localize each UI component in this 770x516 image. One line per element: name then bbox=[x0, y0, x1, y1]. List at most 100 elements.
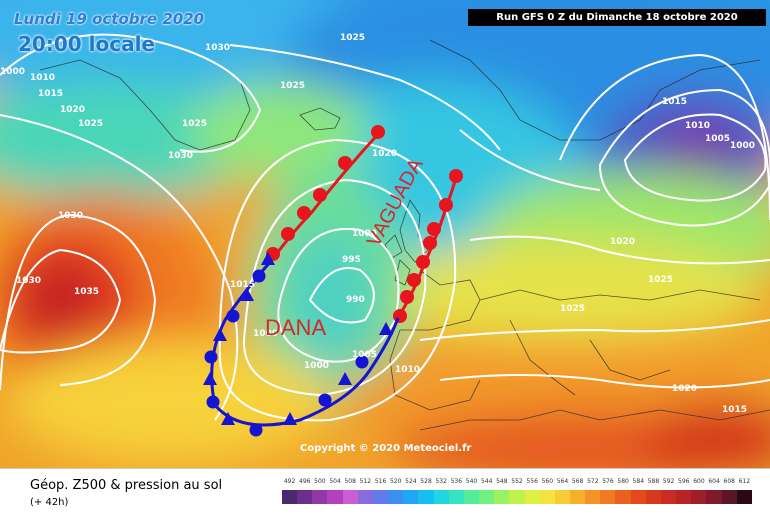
scale-tick-label: 588 bbox=[647, 478, 660, 485]
pressure-label: 990 bbox=[346, 295, 365, 305]
scale-swatch bbox=[388, 490, 404, 504]
scale-tick-label: 568 bbox=[571, 478, 584, 485]
pressure-label: 1005 bbox=[705, 134, 730, 144]
cold-front-marker bbox=[249, 423, 263, 437]
warm-front-semicircle bbox=[371, 125, 385, 139]
cold-front-marker bbox=[355, 355, 369, 369]
copyright-label: Copyright © 2020 Meteociel.fr bbox=[300, 443, 472, 454]
scale-swatch bbox=[691, 490, 707, 504]
warm-front-semicircle bbox=[400, 290, 414, 304]
scale-tick-label: 524 bbox=[405, 478, 417, 485]
legend-title: Géop. Z500 & pression au sol bbox=[30, 478, 223, 493]
scale-tick-label: 492 bbox=[283, 478, 296, 485]
scale-swatch bbox=[403, 490, 419, 504]
warm-front-semicircle bbox=[407, 273, 421, 287]
scale-swatch bbox=[418, 490, 434, 504]
cold-front-marker bbox=[213, 328, 227, 341]
pressure-label: 1025 bbox=[182, 119, 207, 129]
pressure-label: 1015 bbox=[230, 280, 255, 290]
scale-tick-label: 528 bbox=[420, 478, 432, 485]
pressure-label: 1005 bbox=[352, 350, 377, 360]
scale-swatch bbox=[585, 490, 601, 504]
cold-front-marker bbox=[252, 269, 266, 283]
scale-swatch bbox=[509, 490, 525, 504]
scale-swatch bbox=[357, 490, 373, 504]
legend-subtitle: (+ 42h) bbox=[30, 497, 69, 508]
pressure-label: 1000 bbox=[304, 361, 329, 371]
cold-front-marker bbox=[204, 350, 218, 364]
cold-front-marker bbox=[203, 372, 217, 385]
warm-front-semicircle bbox=[449, 169, 463, 183]
pressure-label: 1025 bbox=[560, 304, 585, 314]
cold-front-marker bbox=[379, 322, 393, 335]
pressure-label: 1025 bbox=[648, 275, 673, 285]
scale-tick-label: 576 bbox=[602, 478, 614, 485]
pressure-label: 1020 bbox=[372, 149, 397, 159]
scale-swatch bbox=[372, 490, 389, 504]
date-label: Lundi 19 octobre 2020 bbox=[14, 10, 205, 28]
scale-swatch bbox=[327, 490, 343, 504]
cold-front-marks bbox=[203, 252, 393, 437]
pressure-label: 1015 bbox=[38, 89, 63, 99]
pressure-label: 1020 bbox=[60, 105, 85, 115]
scale-tick-labels: 492 496 500 504 508 512 516 520 524 528 532 536 540 5… bbox=[282, 478, 752, 488]
cold-front-marker bbox=[261, 252, 275, 265]
scale-swatch bbox=[433, 490, 449, 504]
scale-swatch bbox=[342, 490, 358, 504]
pressure-label: 1025 bbox=[78, 119, 103, 129]
scale-tick-label: 520 bbox=[389, 478, 402, 485]
weather-map: 1025 1030 1000 1010 1015 1020 1025 1025 1030 1030… bbox=[0, 0, 770, 468]
warm-front-semicircle bbox=[313, 188, 327, 202]
scale-swatch bbox=[463, 490, 480, 504]
pressure-label: 1010 bbox=[30, 73, 55, 83]
scale-swatch bbox=[494, 490, 510, 504]
warm-front-semicircle bbox=[416, 255, 430, 269]
scale-swatch bbox=[660, 490, 677, 504]
scale-tick-label: 556 bbox=[526, 478, 538, 485]
scale-swatch bbox=[706, 490, 722, 504]
pressure-label: 1020 bbox=[610, 237, 635, 247]
pressure-label: 1030 bbox=[205, 43, 230, 53]
scale-swatch bbox=[297, 490, 313, 504]
pressure-label: 1015 bbox=[722, 405, 747, 415]
scale-tick-label: 508 bbox=[344, 478, 356, 485]
scale-swatch bbox=[282, 490, 298, 504]
warm-front-semicircle bbox=[423, 236, 437, 250]
scale-tick-label: 504 bbox=[329, 478, 341, 485]
pressure-label: 1025 bbox=[280, 81, 305, 91]
pressure-label: 1000 bbox=[253, 329, 278, 339]
scale-tick-label: 592 bbox=[662, 478, 675, 485]
run-label: Run GFS 0 Z du Dimanche 18 octobre 2020 bbox=[468, 9, 766, 26]
pressure-label: 1025 bbox=[340, 33, 365, 43]
warm-front-semicircle bbox=[393, 309, 407, 323]
pressure-labels: 1025 1030 1000 1010 1015 1020 1025 1025 1030 1030… bbox=[0, 33, 755, 415]
scale-swatch bbox=[676, 490, 692, 504]
scale-swatch bbox=[721, 490, 737, 504]
scale-swatch bbox=[615, 490, 631, 504]
scale-tick-label: 544 bbox=[480, 478, 493, 485]
cold-front-marker bbox=[206, 395, 220, 409]
color-scale bbox=[282, 490, 752, 504]
scale-tick-label: 596 bbox=[678, 478, 690, 485]
warm-front-semicircle bbox=[338, 156, 352, 170]
scale-tick-label: 600 bbox=[693, 478, 705, 485]
pressure-label: 1000 bbox=[352, 229, 377, 239]
scale-tick-label: 604 bbox=[708, 478, 720, 485]
scale-swatch bbox=[645, 490, 661, 504]
scale-tick-label: 612 bbox=[738, 478, 751, 485]
scale-tick-label: 536 bbox=[450, 478, 463, 485]
scale-tick-label: 580 bbox=[617, 478, 629, 485]
pressure-label: 1030 bbox=[58, 211, 83, 221]
scale-tick-label: 608 bbox=[723, 478, 735, 485]
scale-tick-label: 584 bbox=[632, 478, 645, 485]
pressure-label: 1020 bbox=[672, 384, 697, 394]
warm-front-semicircle bbox=[281, 227, 295, 241]
scale-swatch bbox=[524, 490, 540, 504]
cold-front-marker bbox=[283, 412, 297, 425]
pressure-label: 995 bbox=[342, 255, 361, 265]
scale-tick-label: 540 bbox=[465, 478, 478, 485]
cold-front-marker bbox=[318, 393, 332, 407]
scale-swatch bbox=[600, 490, 616, 504]
scale-swatch bbox=[539, 490, 555, 504]
